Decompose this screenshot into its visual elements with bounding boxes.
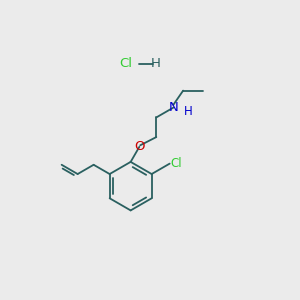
Text: N: N bbox=[168, 101, 178, 114]
Text: Cl: Cl bbox=[119, 57, 133, 70]
Text: H: H bbox=[151, 57, 161, 70]
Text: O: O bbox=[134, 140, 145, 153]
Text: H: H bbox=[184, 105, 193, 118]
Text: Cl: Cl bbox=[171, 157, 182, 170]
